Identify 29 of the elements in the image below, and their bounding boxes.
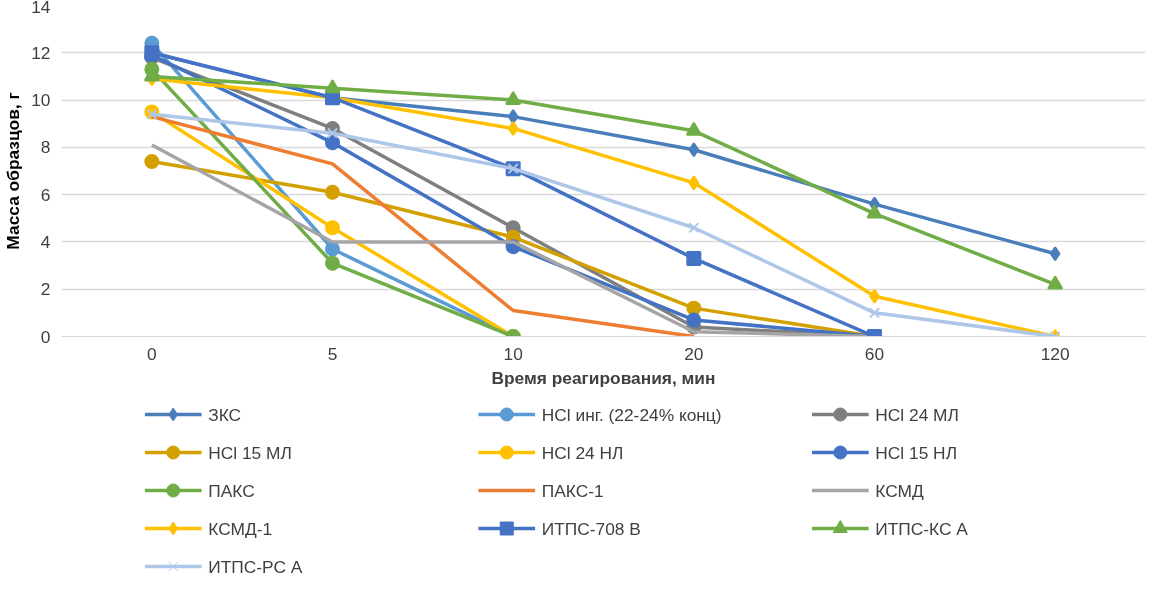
legend-label: HCl 24 МЛ: [875, 404, 959, 425]
legend-label: КСМД-1: [208, 518, 273, 539]
y-tick-label: 14: [31, 0, 51, 17]
y-tick-label: 0: [40, 326, 51, 347]
legend-label: HCl 15 МЛ: [208, 442, 292, 463]
y-tick-label: 4: [40, 231, 51, 252]
legend-label: HCl инг. (22-24% конц): [541, 404, 722, 425]
y-tick-label: 12: [31, 42, 51, 63]
x-tick-label: 20: [684, 343, 704, 364]
x-tick-label: 0: [147, 343, 157, 364]
x-axis-title: Время реагирования, мин: [491, 367, 716, 388]
legend-label: ИТПС-КС А: [875, 518, 969, 539]
x-tick-label: 120: [1040, 343, 1070, 364]
y-tick-label: 8: [40, 137, 51, 158]
x-tick-label: 5: [327, 343, 338, 364]
y-tick-label: 10: [31, 90, 51, 111]
legend-label: ЗКС: [208, 404, 242, 425]
legend-label: HCl 15 НЛ: [875, 442, 958, 463]
legend-label: HCl 24 НЛ: [541, 442, 624, 463]
x-tick-label: 10: [503, 343, 523, 364]
legend-label: ИТПС-708 В: [541, 518, 641, 539]
legend-label: ИТПС-РС А: [208, 556, 303, 577]
legend-label: КСМД: [875, 480, 924, 501]
y-axis-title: Масса образцов, г: [3, 92, 24, 250]
x-tick-label: 60: [864, 343, 885, 364]
legend-label: ПАКС: [208, 480, 255, 501]
legend-label: ПАКС-1: [541, 480, 604, 501]
y-tick-label: 6: [40, 184, 51, 205]
y-tick-label: 2: [40, 279, 51, 300]
